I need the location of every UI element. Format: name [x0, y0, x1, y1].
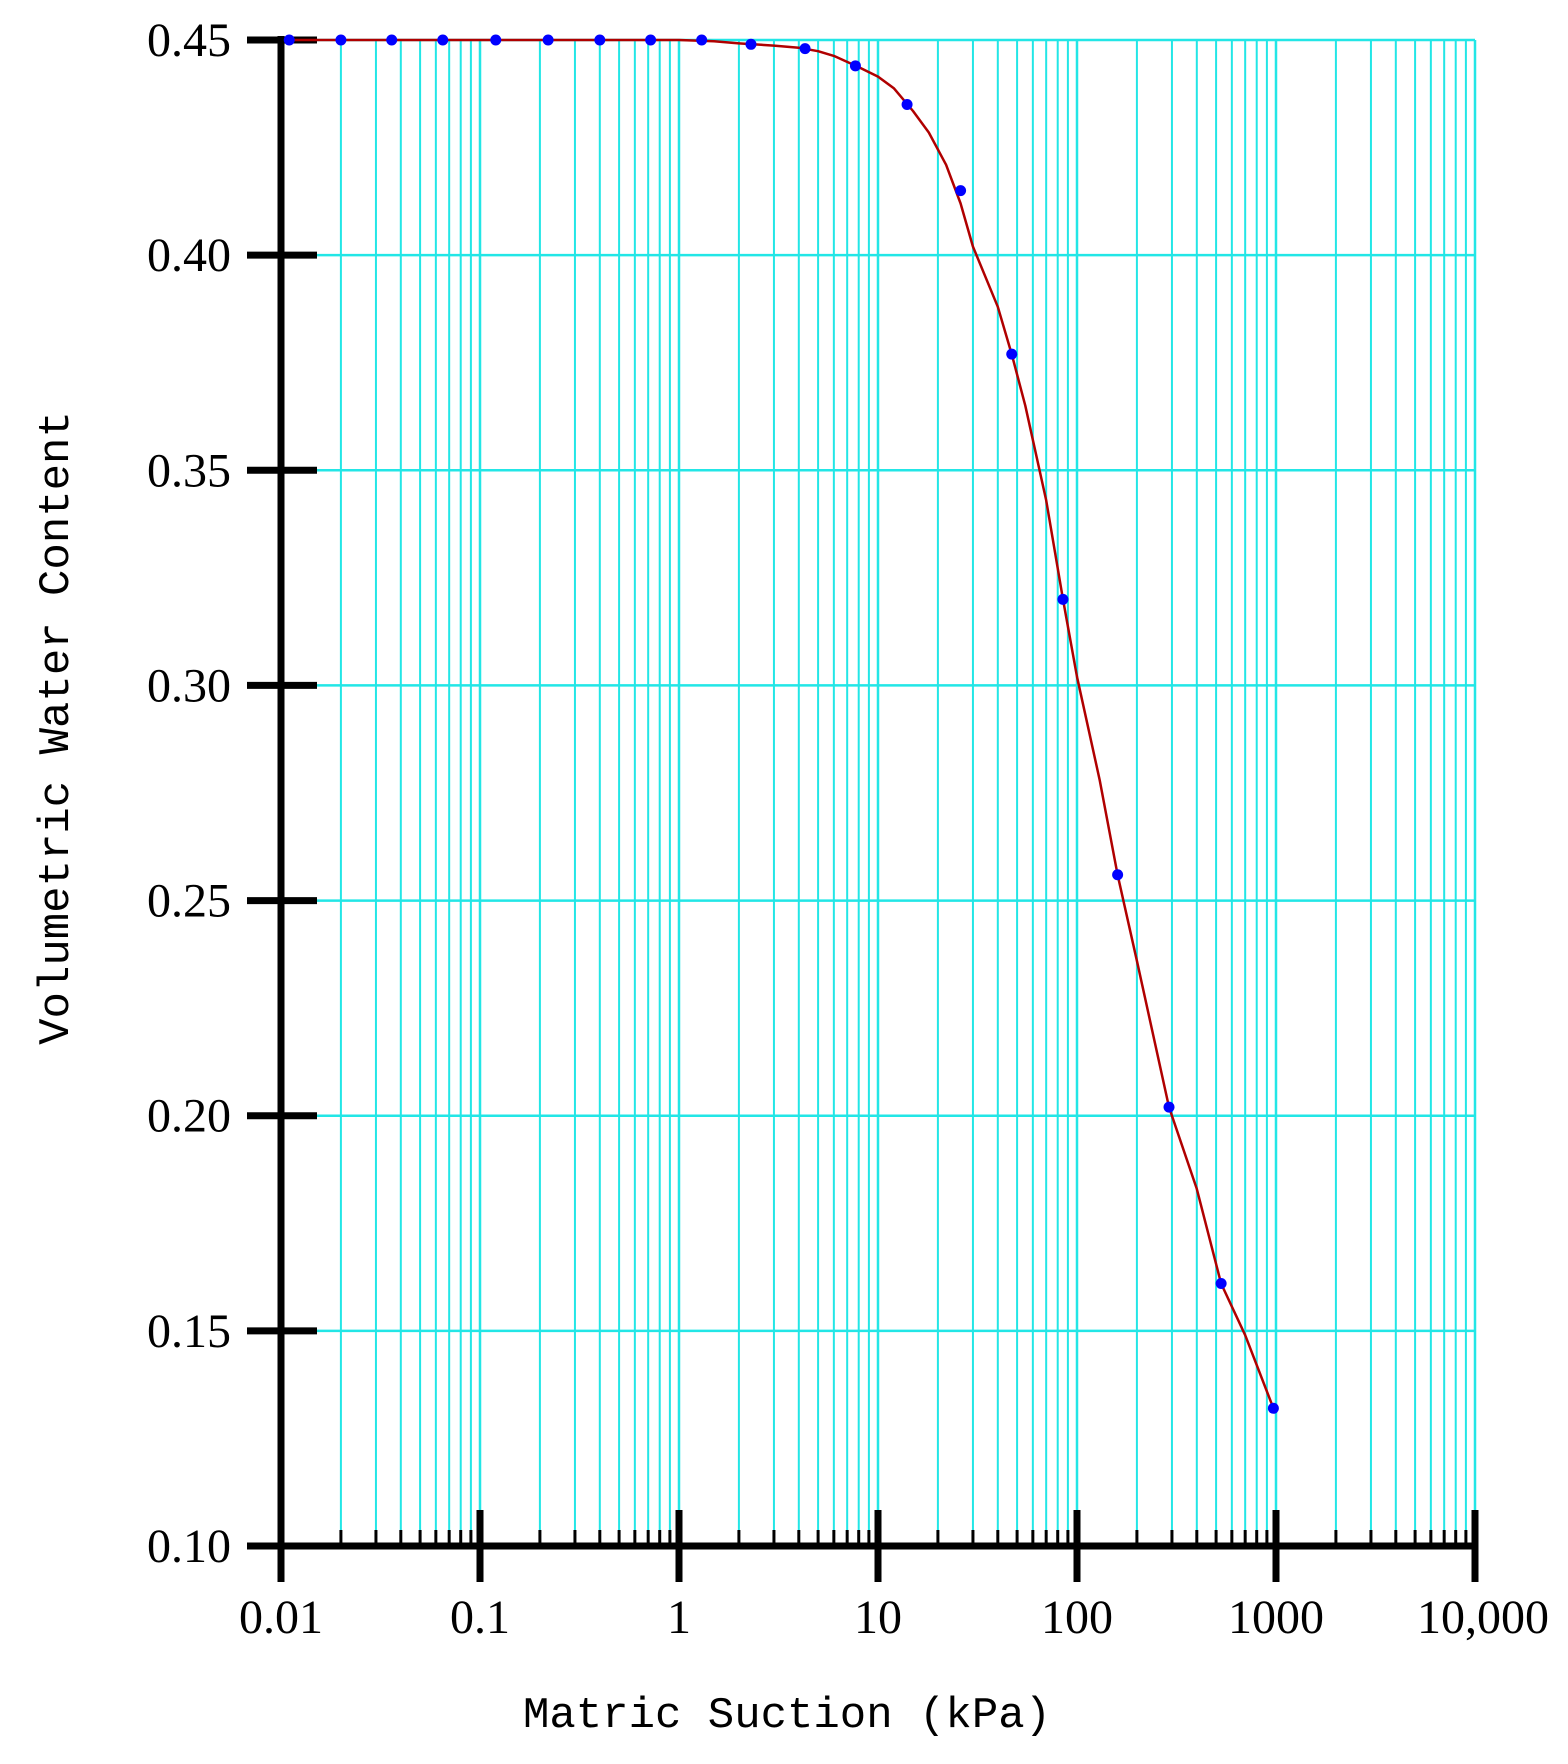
- data-point: [1163, 1101, 1175, 1113]
- data-point: [1057, 593, 1069, 605]
- data-point: [745, 38, 757, 50]
- x-tick-label: 1: [667, 1591, 691, 1644]
- data-point: [542, 34, 554, 46]
- x-tick-label: 10,000: [1417, 1591, 1549, 1644]
- y-tick-label: 0.45: [147, 14, 231, 67]
- y-tick-label: 0.40: [147, 229, 231, 282]
- data-point: [335, 34, 347, 46]
- x-tick-label: 0.1: [450, 1591, 510, 1644]
- data-point: [955, 185, 967, 197]
- axes: [247, 36, 1479, 1582]
- grid: [279, 38, 1477, 1548]
- fitted-curve-line: [289, 38, 1275, 1409]
- x-tick-label: 100: [1041, 1591, 1113, 1644]
- data-point: [490, 34, 502, 46]
- y-tick-label: 0.30: [147, 659, 231, 712]
- data-point: [594, 34, 606, 46]
- y-tick-label: 0.25: [147, 875, 231, 928]
- data-point: [1215, 1278, 1227, 1290]
- curve-layer: [289, 38, 1275, 1409]
- data-point: [283, 34, 295, 46]
- y-tick-label: 0.35: [147, 444, 231, 497]
- points-layer: [283, 34, 1279, 1414]
- data-point: [1112, 869, 1124, 881]
- x-tick-label: 1000: [1228, 1591, 1324, 1644]
- x-tick-label: 10: [854, 1591, 902, 1644]
- x-tick-label: 0.01: [239, 1591, 323, 1644]
- data-point: [696, 34, 708, 46]
- x-axis-title: Matric Suction (kPa): [523, 1691, 1051, 1741]
- y-axis-title: Volumetric Water Content: [32, 411, 82, 1045]
- data-point: [901, 99, 913, 111]
- y-tick-label: 0.15: [147, 1305, 231, 1358]
- y-tick-label: 0.20: [147, 1090, 231, 1143]
- data-point: [849, 60, 861, 72]
- data-point: [1006, 348, 1018, 360]
- data-point: [1267, 1402, 1279, 1414]
- y-tick-labels: 0.45 0.40 0.35 0.30 0.25 0.20 0.15 0.10: [147, 14, 231, 1573]
- data-point: [437, 34, 449, 46]
- data-point: [645, 34, 657, 46]
- x-tick-labels: 0.01 0.1 1 10 100 1000 10,000: [239, 1591, 1549, 1644]
- data-point: [386, 34, 398, 46]
- data-point: [799, 43, 811, 55]
- y-tick-label: 0.10: [147, 1520, 231, 1573]
